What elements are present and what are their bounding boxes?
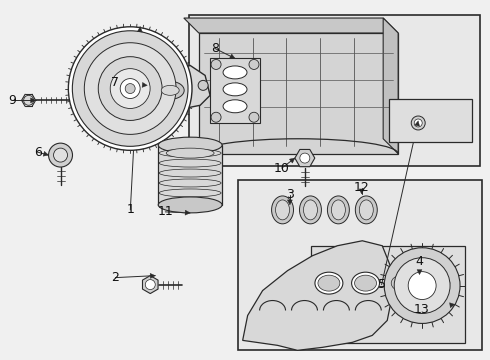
Text: 4: 4 bbox=[416, 255, 423, 268]
Polygon shape bbox=[43, 152, 49, 156]
Circle shape bbox=[411, 116, 425, 130]
Bar bbox=[158, 145, 222, 205]
Ellipse shape bbox=[355, 275, 376, 291]
Circle shape bbox=[138, 100, 148, 110]
Ellipse shape bbox=[391, 275, 413, 291]
Polygon shape bbox=[415, 121, 419, 126]
Circle shape bbox=[53, 148, 68, 162]
Text: 8: 8 bbox=[211, 42, 219, 55]
Ellipse shape bbox=[428, 275, 450, 291]
Polygon shape bbox=[290, 158, 295, 163]
Circle shape bbox=[249, 112, 259, 122]
Polygon shape bbox=[243, 241, 392, 350]
Circle shape bbox=[68, 27, 192, 150]
Ellipse shape bbox=[359, 200, 373, 220]
Circle shape bbox=[110, 69, 150, 108]
Text: 5: 5 bbox=[378, 278, 386, 291]
Circle shape bbox=[198, 80, 208, 90]
Ellipse shape bbox=[318, 275, 340, 291]
Polygon shape bbox=[450, 303, 455, 308]
Text: 1: 1 bbox=[126, 203, 134, 216]
Ellipse shape bbox=[166, 148, 214, 158]
Text: 12: 12 bbox=[354, 181, 369, 194]
Circle shape bbox=[24, 95, 34, 105]
Ellipse shape bbox=[327, 196, 349, 224]
Bar bbox=[210, 58, 260, 123]
Bar bbox=[311, 246, 465, 343]
Circle shape bbox=[98, 57, 162, 121]
Text: 9: 9 bbox=[9, 94, 17, 107]
Circle shape bbox=[408, 272, 436, 300]
Ellipse shape bbox=[161, 85, 179, 95]
Text: 6: 6 bbox=[34, 145, 42, 159]
Circle shape bbox=[125, 84, 135, 94]
Ellipse shape bbox=[331, 200, 345, 220]
Bar bbox=[189, 15, 480, 166]
Text: 10: 10 bbox=[274, 162, 290, 175]
Ellipse shape bbox=[158, 137, 222, 153]
Ellipse shape bbox=[352, 272, 380, 294]
Polygon shape bbox=[295, 149, 315, 167]
Text: 2: 2 bbox=[111, 271, 119, 284]
Bar bbox=[389, 99, 472, 142]
Ellipse shape bbox=[425, 272, 453, 294]
Circle shape bbox=[73, 31, 188, 146]
Ellipse shape bbox=[388, 272, 416, 294]
Polygon shape bbox=[150, 273, 155, 278]
Circle shape bbox=[211, 59, 221, 69]
Circle shape bbox=[300, 153, 310, 163]
Ellipse shape bbox=[156, 81, 184, 99]
Polygon shape bbox=[135, 66, 210, 120]
Ellipse shape bbox=[303, 200, 318, 220]
Ellipse shape bbox=[223, 66, 247, 79]
Text: 11: 11 bbox=[157, 205, 173, 219]
Polygon shape bbox=[185, 210, 190, 215]
Ellipse shape bbox=[275, 200, 290, 220]
Polygon shape bbox=[30, 98, 36, 103]
Ellipse shape bbox=[355, 196, 377, 224]
Polygon shape bbox=[199, 33, 398, 154]
Circle shape bbox=[49, 143, 73, 167]
Ellipse shape bbox=[271, 196, 294, 224]
Text: 3: 3 bbox=[286, 188, 294, 202]
Ellipse shape bbox=[299, 196, 321, 224]
Circle shape bbox=[120, 78, 140, 99]
Ellipse shape bbox=[223, 100, 247, 113]
Polygon shape bbox=[184, 18, 398, 33]
Ellipse shape bbox=[315, 272, 343, 294]
Polygon shape bbox=[143, 276, 158, 293]
Circle shape bbox=[394, 258, 450, 314]
Polygon shape bbox=[229, 54, 235, 58]
Polygon shape bbox=[359, 189, 364, 194]
Polygon shape bbox=[142, 82, 147, 87]
Circle shape bbox=[414, 119, 422, 127]
Circle shape bbox=[211, 112, 221, 122]
Polygon shape bbox=[383, 18, 398, 154]
Bar bbox=[238, 180, 482, 350]
Circle shape bbox=[145, 280, 155, 289]
Ellipse shape bbox=[158, 197, 222, 213]
Polygon shape bbox=[287, 200, 293, 205]
Polygon shape bbox=[137, 27, 143, 32]
Polygon shape bbox=[417, 270, 422, 275]
Text: 13: 13 bbox=[414, 303, 429, 316]
Text: 7: 7 bbox=[111, 76, 120, 89]
Circle shape bbox=[384, 248, 460, 323]
Ellipse shape bbox=[223, 83, 247, 96]
Circle shape bbox=[84, 43, 176, 134]
Circle shape bbox=[249, 59, 259, 69]
